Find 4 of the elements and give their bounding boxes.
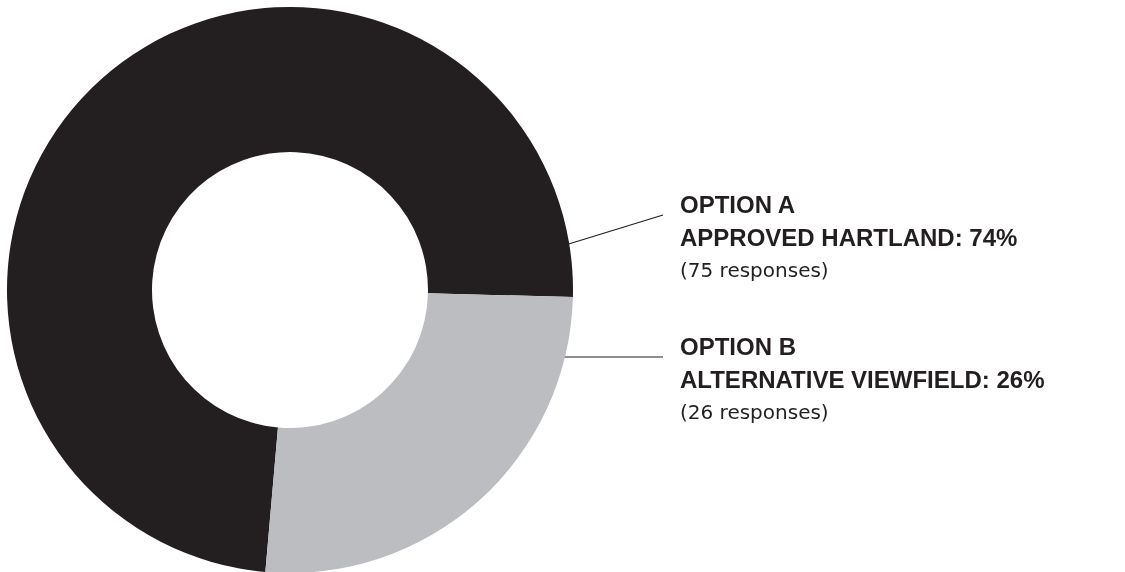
slice-label: OPTION A APPROVED HARTLAND: 74% (680, 191, 1018, 251)
text: (26 responses) (680, 400, 829, 424)
text: (75 responses) (680, 258, 829, 282)
slice-label: OPTION B ALTERNATIVE VIEWFIELD: 26% (680, 333, 1045, 393)
